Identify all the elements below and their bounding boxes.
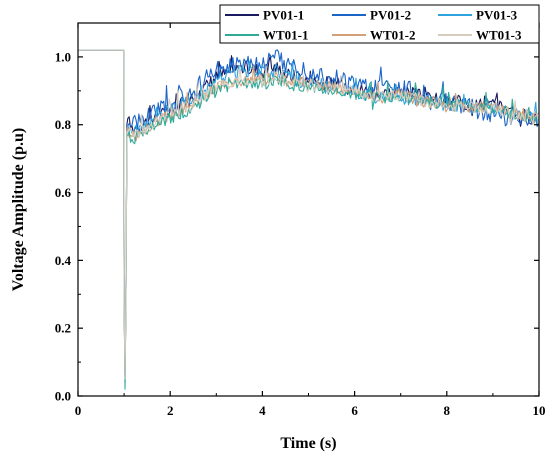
x-axis-title: Time (s)	[280, 435, 336, 452]
series-line-wt01-2	[78, 49, 539, 380]
y-axis: 0.0 0.2 0.4 0.6 0.8 1.0	[55, 22, 539, 404]
x-tick-label: 4	[259, 403, 266, 418]
y-axis-title: Voltage Amplitude (p.u)	[10, 128, 27, 291]
y-tick-label: 0.2	[55, 321, 71, 336]
series-line-pv01-2	[78, 49, 540, 383]
legend-box	[219, 4, 540, 44]
legend-label: WT01-1	[263, 28, 309, 43]
x-tick-label: 2	[167, 403, 174, 418]
legend-label: WT01-2	[370, 28, 416, 43]
x-axis: 0 2 4 6 8 10	[75, 23, 546, 418]
y-tick-label: 1.0	[55, 49, 71, 64]
x-tick-label: 8	[444, 403, 451, 418]
y-tick-label: 0.0	[55, 389, 71, 404]
legend-label: PV01-1	[263, 8, 304, 23]
x-tick-label: 6	[351, 403, 358, 418]
legend-label: PV01-3	[476, 8, 518, 23]
y-tick-label: 0.6	[55, 185, 72, 200]
y-tick-label: 0.8	[55, 117, 72, 132]
x-tick-label: 10	[533, 403, 546, 418]
legend: PV01-1 PV01-2 PV01-3 WT01-1 WT01-2 WT01-3	[219, 4, 540, 44]
y-tick-label: 0.4	[55, 253, 72, 268]
x-tick-label: 0	[75, 403, 82, 418]
legend-label: WT01-3	[476, 28, 522, 43]
legend-label: PV01-2	[370, 8, 411, 23]
series-line-wt01-3	[78, 49, 540, 380]
plot-lines	[78, 49, 540, 390]
